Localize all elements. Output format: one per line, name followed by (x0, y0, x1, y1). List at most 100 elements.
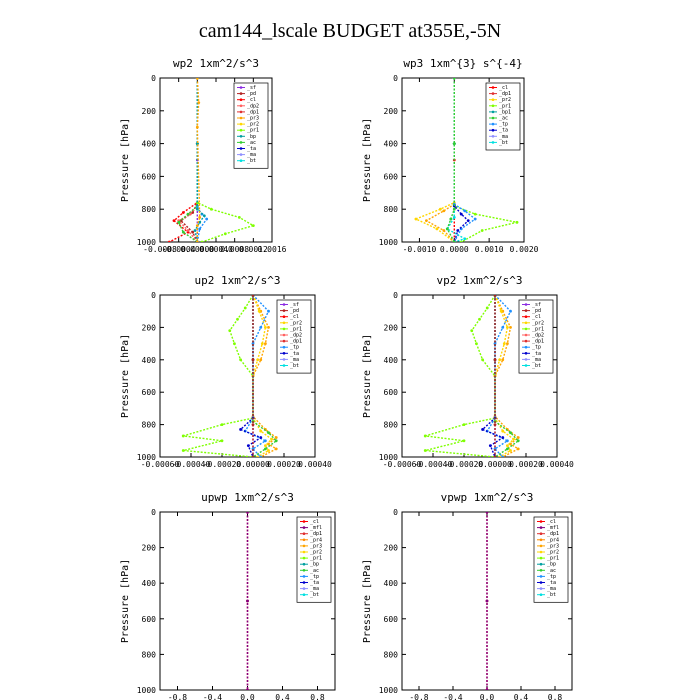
x-tick-label: -0.00020 (203, 460, 242, 469)
point-pr2 (509, 449, 512, 452)
point-cl (172, 219, 176, 223)
panel-2: wp3 1xm^{3} s^{-4} Pressure [hPa] 0 200 400 6… (362, 57, 539, 254)
legend-marker (491, 92, 495, 95)
point-pr3 (442, 229, 446, 232)
legend-label: _tp (499, 122, 508, 128)
y-tick-label: 600 (384, 172, 399, 181)
point-pr3 (195, 224, 199, 228)
point-pd (493, 423, 497, 426)
legend-marker (302, 526, 306, 529)
x-tick-label: 0.0000 (440, 245, 469, 254)
point-tp (205, 217, 209, 221)
legend-label: _bp1 (499, 109, 511, 115)
x-tick-label: 0.00000 (236, 460, 270, 469)
y-axis-label: Pressure [hPa] (362, 118, 373, 202)
point-ac (452, 78, 456, 80)
legend-marker (524, 358, 528, 361)
point-ta (246, 444, 250, 448)
legend-marker (282, 352, 286, 355)
series-ta (481, 295, 505, 457)
legend-label: _pr3 (547, 543, 559, 549)
legend-label: _pr2 (532, 320, 544, 326)
point-ta (501, 436, 505, 439)
x-tick-label: -0.0008 (143, 245, 177, 254)
series-dp2 (177, 78, 199, 242)
panel-6: vpwp 1xm^2/s^3 Pressure [hPa] 0 200 400 600 80… (362, 491, 573, 700)
legend-marker (539, 581, 543, 584)
legend-marker (539, 550, 543, 554)
point-pr2 (260, 342, 264, 345)
legend-marker (282, 364, 286, 367)
point-pr2 (438, 207, 442, 211)
legend-label: _dp2 (247, 103, 259, 109)
legend-label: _dp1 (532, 339, 544, 345)
point-pr1 (251, 224, 255, 228)
legend-marker (539, 538, 543, 542)
legend-label: _tp (310, 574, 319, 580)
legend-label: _pd (532, 308, 541, 314)
legend-marker (491, 128, 495, 132)
legend-label: _sf (532, 302, 541, 308)
x-tick-label: 0.0008 (220, 245, 249, 254)
legend-label: _bt (532, 363, 541, 369)
series-pr1 (425, 295, 496, 457)
point-dp2 (186, 229, 190, 232)
point-mfl (246, 512, 249, 514)
series-pr3 (252, 295, 278, 457)
panel-title: upwp 1xm^2/s^3 (201, 491, 294, 504)
legend-label: _pr2 (290, 320, 302, 326)
point-pr1 (485, 306, 489, 310)
legend-label: _pd (290, 308, 299, 314)
legend-marker (282, 333, 286, 337)
legend-marker (302, 581, 306, 584)
legend-label: _dp1 (290, 339, 302, 345)
legend-marker (524, 364, 528, 367)
point-pr1 (459, 240, 463, 242)
point-pr3 (197, 101, 201, 104)
legend-marker (491, 141, 495, 144)
point-pr1 (233, 342, 236, 345)
point-pr3 (198, 216, 202, 219)
y-tick-label: 600 (384, 615, 399, 624)
legend-label: _bt (499, 140, 508, 146)
point-pd (251, 455, 255, 457)
point-ta (259, 436, 263, 439)
y-tick-label: 600 (384, 388, 399, 397)
y-tick-label: 1000 (137, 238, 156, 247)
legend-label: _pr2 (310, 550, 322, 556)
legend-label: _pr2 (499, 97, 511, 103)
point-tp (473, 217, 477, 221)
y-tick-label: 1000 (379, 238, 398, 247)
y-tick-label: 200 (142, 544, 157, 553)
point-pr2 (498, 455, 502, 457)
point-pr1 (423, 434, 427, 438)
legend-marker (539, 593, 543, 596)
y-tick-label: 0 (151, 508, 156, 517)
x-tick-label: 0.00040 (298, 460, 332, 469)
legend-marker (302, 562, 306, 566)
legend-label: _cl (290, 314, 299, 320)
point-ac (452, 207, 456, 211)
point-pr1 (462, 439, 466, 443)
y-tick-label: 200 (142, 323, 157, 332)
point-cl (167, 240, 171, 242)
legend-label: _dp1 (247, 109, 259, 115)
legend-label: _cl (499, 85, 508, 91)
legend-label: _bt (290, 363, 299, 369)
y-tick-label: 0 (393, 291, 398, 300)
point-pd (251, 358, 255, 362)
legend-label: _sf (290, 302, 299, 308)
series-pd (179, 78, 199, 242)
plot-frame (159, 294, 316, 458)
legend-label: _bp (547, 562, 556, 568)
legend-label: _bt (547, 592, 556, 598)
legend-marker (282, 303, 286, 306)
point-pr2 (502, 342, 506, 345)
point-tp (198, 227, 202, 231)
legend-marker (539, 544, 543, 548)
y-tick-label: 600 (142, 615, 157, 624)
y-tick-label: 800 (384, 205, 399, 214)
y-tick-label: 200 (142, 107, 157, 116)
x-tick-label: -0.00020 (445, 460, 484, 469)
point-ac (516, 439, 520, 443)
